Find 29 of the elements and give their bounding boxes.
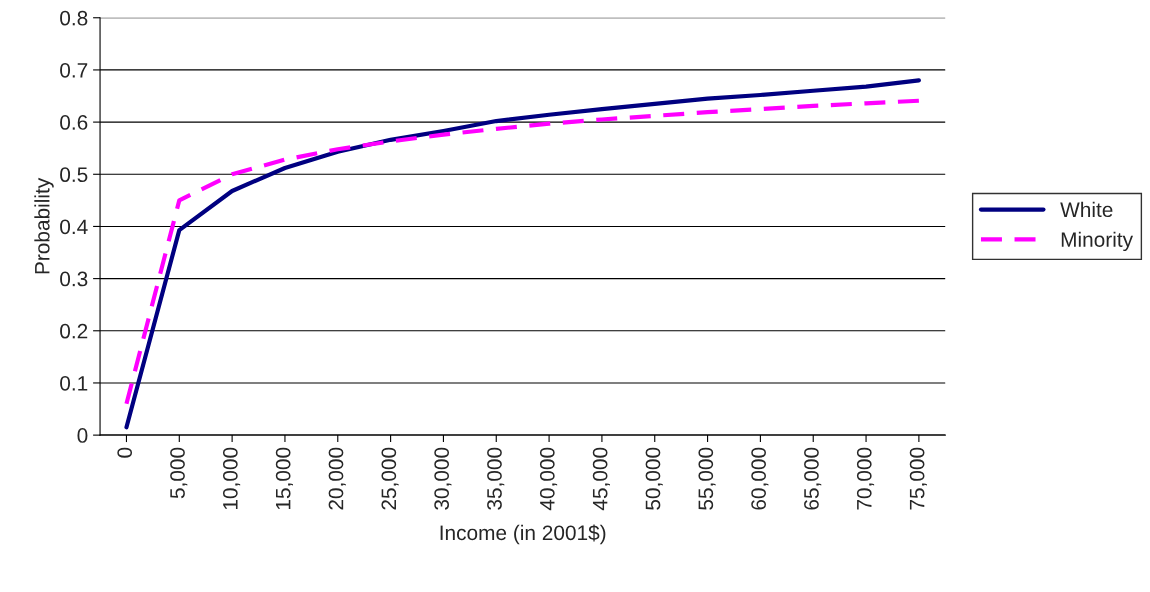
x-tick-label: 25,000: [381, 447, 399, 510]
x-axis-title: Income (in 2001$): [440, 524, 606, 545]
x-tick-label: 20,000: [328, 447, 346, 510]
x-tick-label: 55,000: [698, 447, 716, 510]
x-tick-label: 70,000: [856, 447, 875, 510]
y-axis-title: Probability: [34, 177, 54, 274]
y-tick-label: 0.4: [60, 219, 88, 235]
x-tick-label: 60,000: [751, 447, 769, 510]
y-tick-label: 0.1: [60, 375, 88, 391]
y-tick-label: 0.5: [60, 167, 88, 183]
x-tick-label: 35,000: [487, 447, 505, 510]
x-tick-label: 0: [117, 447, 133, 458]
x-tick-label: 15,000: [275, 447, 293, 510]
y-tick-label: 0.8: [60, 10, 88, 26]
x-tick-label: 75,000: [909, 447, 927, 510]
y-tick-label: 0: [77, 428, 88, 443]
x-tick-label: 30,000: [434, 447, 452, 510]
y-tick-label: 0.6: [60, 115, 88, 130]
legend-label: Minority: [1061, 231, 1134, 252]
x-tick-label: 50,000: [645, 447, 663, 510]
x-tick-label: 10,000: [222, 447, 241, 510]
y-tick-label: 0.2: [60, 323, 88, 339]
x-tick-label: 40,000: [539, 447, 558, 511]
x-tick-label: 45,000: [592, 447, 610, 511]
y-tick-label: 0.7: [60, 62, 88, 78]
y-tick-label: 0.3: [60, 271, 88, 287]
x-tick-label: 5,000: [170, 447, 188, 499]
legend-label: White: [1060, 201, 1113, 218]
x-tick-label: 65,000: [804, 447, 822, 510]
